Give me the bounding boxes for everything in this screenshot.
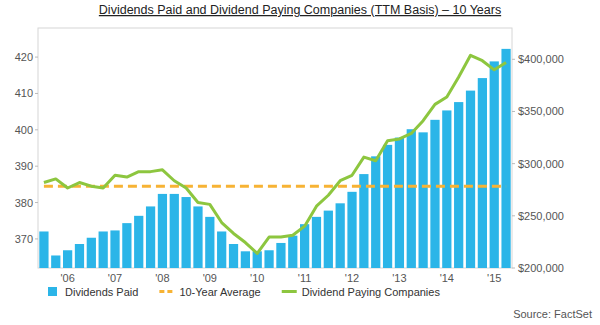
bar <box>122 223 131 268</box>
y-tick <box>35 93 38 94</box>
x-tick-label: '15 <box>487 272 501 284</box>
bar <box>300 224 309 268</box>
legend-label: Dividends Paid <box>65 286 138 298</box>
bar <box>229 244 238 268</box>
x-tick-label: '06 <box>60 272 74 284</box>
y2-tick <box>512 215 515 216</box>
source: Source: FactSet <box>513 308 592 320</box>
bar <box>99 231 108 268</box>
bar <box>347 192 356 268</box>
bar <box>51 255 60 268</box>
bar <box>395 138 404 268</box>
bar <box>241 251 250 268</box>
x-tick-label: '14 <box>440 272 454 284</box>
bar <box>407 129 416 268</box>
y2-tick <box>512 268 515 269</box>
legend-swatch <box>48 287 57 296</box>
plot-frame <box>38 28 512 268</box>
y-tick <box>35 202 38 203</box>
chart: Dividends Paid and Dividend Paying Compa… <box>0 0 600 325</box>
y2-tick-label: $400,000 <box>518 53 564 65</box>
y-tick-label: 400 <box>15 124 33 136</box>
bar <box>158 194 167 268</box>
bar <box>75 244 84 268</box>
legend-swatch <box>282 290 297 293</box>
legend-label: Dividend Paying Companies <box>302 286 441 298</box>
legend: Dividends Paid 10-Year Average Dividend Pa… <box>48 286 440 298</box>
average-line <box>44 185 506 188</box>
x-tick-label: '07 <box>108 272 122 284</box>
x-tick-label: '13 <box>392 272 406 284</box>
line <box>44 55 506 253</box>
bar <box>193 206 202 268</box>
marks <box>39 49 510 268</box>
bar <box>217 231 226 268</box>
bar <box>110 230 119 268</box>
y2-tick-label: $200,000 <box>518 262 564 274</box>
bar <box>264 250 273 268</box>
bar <box>466 91 475 268</box>
y-tick <box>35 238 38 239</box>
legend-swatch <box>159 290 174 293</box>
y-tick-label: 390 <box>15 160 33 172</box>
bar <box>336 203 345 268</box>
bar <box>383 145 392 268</box>
y-tick-label: 370 <box>15 233 33 245</box>
bar <box>430 120 439 268</box>
bar <box>39 231 48 268</box>
bar <box>276 243 285 268</box>
bar <box>371 156 380 268</box>
y-tick <box>35 129 38 130</box>
x-tick-label: '10 <box>250 272 264 284</box>
x-tick-label: '11 <box>298 272 312 284</box>
y-tick-label: 420 <box>15 51 33 63</box>
y2-tick-label: $350,000 <box>518 105 564 117</box>
bar <box>312 217 321 268</box>
legend-label: 10-Year Average <box>179 286 260 298</box>
bar <box>87 238 96 268</box>
bar <box>501 49 510 268</box>
bar <box>442 110 451 268</box>
x-tick-label: '12 <box>345 272 359 284</box>
bar <box>359 174 368 268</box>
x-tick-label: '08 <box>155 272 169 284</box>
y2-tick-label: $300,000 <box>518 158 564 170</box>
x-tick-label: '09 <box>203 272 217 284</box>
y2-tick-label: $250,000 <box>518 210 564 222</box>
y-tick <box>35 166 38 167</box>
y-tick-label: 380 <box>15 197 33 209</box>
y-tick-label: 410 <box>15 87 33 99</box>
y2-tick <box>512 59 515 60</box>
y2-tick <box>512 111 515 112</box>
bar <box>182 197 191 268</box>
bar <box>205 217 214 268</box>
title: Dividends Paid and Dividend Paying Compa… <box>99 3 501 17</box>
bar <box>63 250 72 268</box>
y2-tick <box>512 163 515 164</box>
bar <box>134 216 143 268</box>
bar <box>490 61 499 268</box>
bar <box>478 78 487 268</box>
bar <box>324 211 333 268</box>
bar <box>419 132 428 268</box>
bar <box>170 194 179 268</box>
y-tick <box>35 57 38 58</box>
bar <box>146 206 155 268</box>
bar <box>288 236 297 268</box>
